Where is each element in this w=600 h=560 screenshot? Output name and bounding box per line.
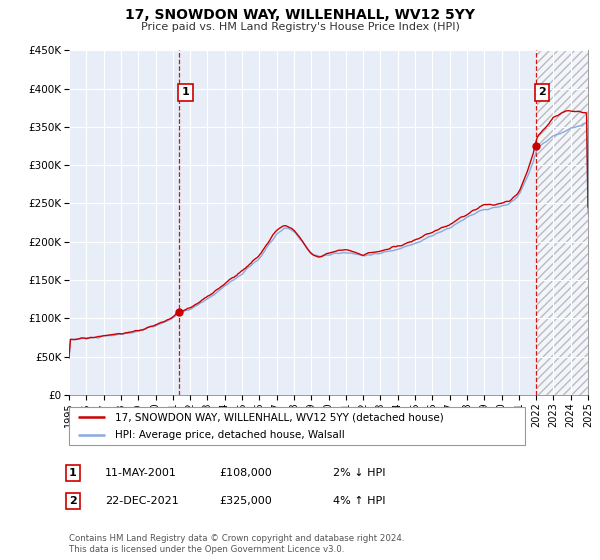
Text: Contains HM Land Registry data © Crown copyright and database right 2024.
This d: Contains HM Land Registry data © Crown c… <box>69 534 404 554</box>
Text: £325,000: £325,000 <box>219 496 272 506</box>
Text: £108,000: £108,000 <box>219 468 272 478</box>
Text: 22-DEC-2021: 22-DEC-2021 <box>105 496 179 506</box>
Text: 11-MAY-2001: 11-MAY-2001 <box>105 468 177 478</box>
Text: 1: 1 <box>69 468 77 478</box>
Text: 1: 1 <box>182 87 190 97</box>
Text: HPI: Average price, detached house, Walsall: HPI: Average price, detached house, Wals… <box>115 430 344 440</box>
Text: 2: 2 <box>538 87 546 97</box>
Text: 17, SNOWDON WAY, WILLENHALL, WV12 5YY (detached house): 17, SNOWDON WAY, WILLENHALL, WV12 5YY (d… <box>115 412 443 422</box>
Text: 4% ↑ HPI: 4% ↑ HPI <box>333 496 386 506</box>
Text: 2% ↓ HPI: 2% ↓ HPI <box>333 468 386 478</box>
FancyBboxPatch shape <box>69 407 525 445</box>
Text: 2: 2 <box>69 496 77 506</box>
Text: Price paid vs. HM Land Registry's House Price Index (HPI): Price paid vs. HM Land Registry's House … <box>140 22 460 32</box>
Text: 17, SNOWDON WAY, WILLENHALL, WV12 5YY: 17, SNOWDON WAY, WILLENHALL, WV12 5YY <box>125 8 475 22</box>
